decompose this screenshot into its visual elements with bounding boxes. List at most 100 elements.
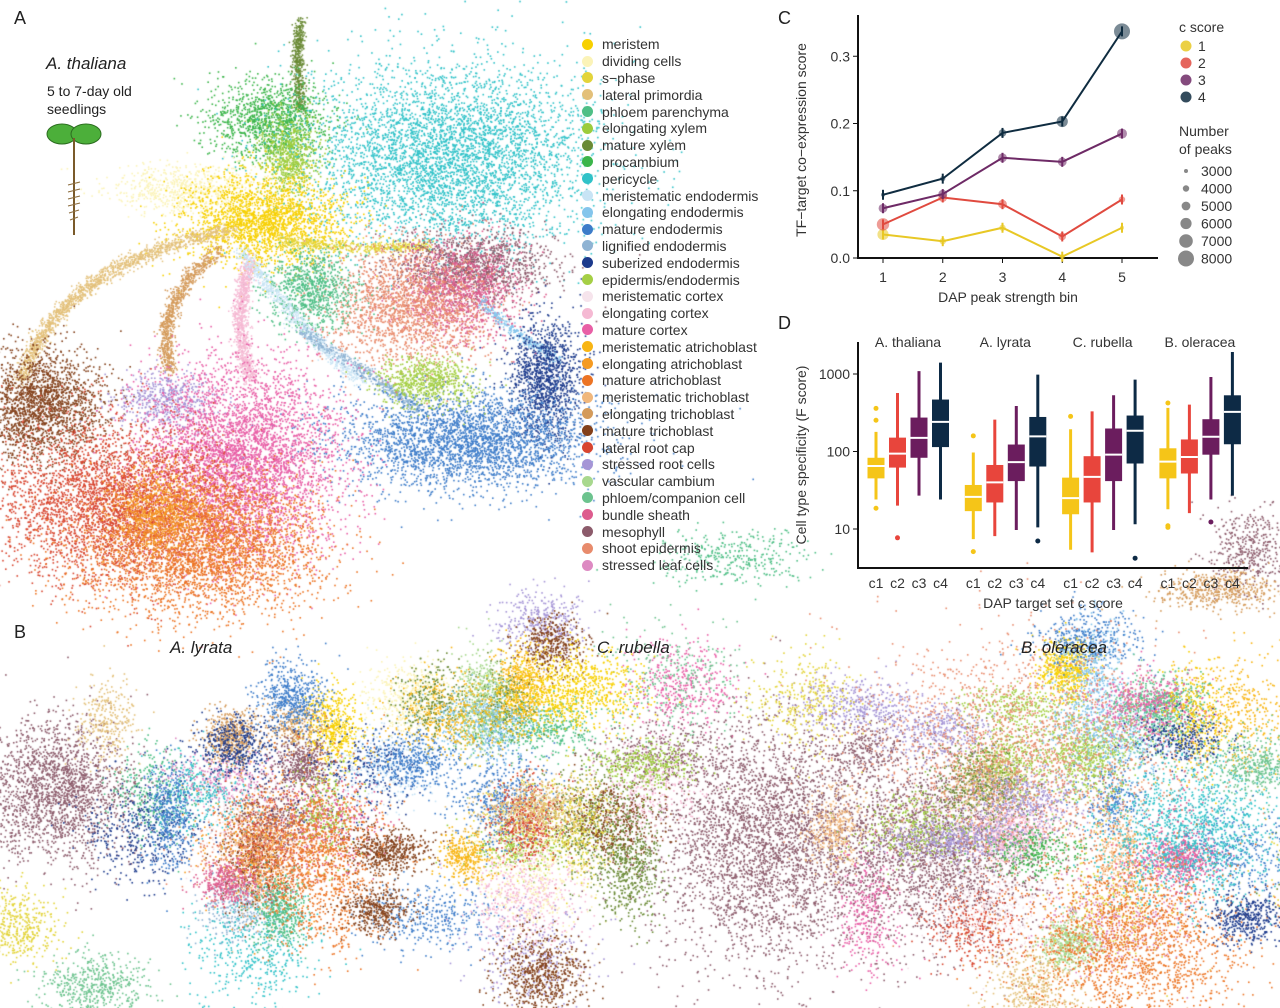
legend-swatch bbox=[582, 475, 593, 487]
legend-item: meristem bbox=[582, 36, 758, 53]
legend-label: vascular cambium bbox=[602, 473, 715, 490]
d-box bbox=[867, 457, 885, 479]
legend-swatch bbox=[582, 173, 593, 185]
d-x-tick-label: c4 bbox=[933, 575, 948, 591]
legend-label: meristematic atrichoblast bbox=[602, 338, 757, 355]
legend-item: mature trichoblast bbox=[582, 422, 758, 439]
legend-item: elongating xylem bbox=[582, 120, 758, 137]
legend-swatch bbox=[582, 240, 593, 252]
legend-item: lateral primordia bbox=[582, 86, 758, 103]
d-x-tick-label: c3 bbox=[1106, 575, 1121, 591]
legend-label: suberized endodermis bbox=[602, 254, 740, 271]
legend-item: vascular cambium bbox=[582, 473, 758, 490]
legend-label: shoot epidermis bbox=[602, 540, 701, 557]
legend-swatch bbox=[582, 55, 593, 67]
panel-b-species-rubella: C. rubella bbox=[597, 638, 670, 657]
legend-label: elongating trichoblast bbox=[602, 405, 735, 422]
legend-swatch bbox=[582, 274, 593, 286]
legend-swatch bbox=[582, 89, 593, 101]
d-box bbox=[1029, 416, 1047, 467]
panel-label-d: D bbox=[778, 313, 791, 333]
d-box bbox=[1083, 456, 1101, 503]
c-size-legend-swatch bbox=[1178, 250, 1194, 267]
c-series-line-4 bbox=[882, 30, 1123, 196]
legend-label: phloem parenchyma bbox=[602, 103, 729, 120]
c-size-legend-swatch bbox=[1182, 185, 1190, 192]
legend-swatch bbox=[582, 72, 593, 84]
c-x-tick-label: 2 bbox=[939, 269, 947, 285]
legend-label: mature cortex bbox=[602, 321, 688, 338]
c-size-legend-label: 6000 bbox=[1201, 216, 1232, 232]
legend-label: lignified endodermis bbox=[602, 237, 727, 254]
d-group-title: B. oleracea bbox=[1164, 334, 1235, 350]
d-x-tick-label: c2 bbox=[1085, 575, 1100, 591]
c-size-legend-swatch bbox=[1179, 234, 1193, 248]
c-y-tick-label: 0.3 bbox=[831, 48, 851, 64]
legend-item: phloem/companion cell bbox=[582, 490, 758, 507]
legend-label: elongating cortex bbox=[602, 305, 709, 322]
panel-b-species-oleracea: B. oleracea bbox=[1021, 638, 1107, 657]
legend-swatch bbox=[582, 156, 593, 168]
legend-swatch bbox=[582, 307, 593, 319]
legend-item: stressed leaf cells bbox=[582, 557, 758, 574]
c-legend-title: c score bbox=[1179, 19, 1224, 35]
legend-swatch bbox=[582, 223, 593, 235]
c-x-tick-label: 5 bbox=[1118, 269, 1126, 285]
legend-swatch bbox=[582, 391, 593, 403]
legend-label: lateral primordia bbox=[602, 86, 703, 103]
c-size-legend-label: 5000 bbox=[1201, 198, 1232, 214]
legend-item: mature cortex bbox=[582, 322, 758, 339]
legend-label: epidermis/endodermis bbox=[602, 271, 740, 288]
cell-type-legend: meristem dividing cells s−phase lateral pri… bbox=[582, 36, 758, 574]
d-outlier bbox=[970, 433, 976, 439]
legend-swatch bbox=[582, 458, 593, 470]
c-size-legend-label: 3000 bbox=[1201, 163, 1232, 179]
legend-label: mesophyll bbox=[602, 523, 666, 540]
legend-item: elongating cortex bbox=[582, 305, 758, 322]
legend-swatch bbox=[582, 341, 593, 353]
panel-a-subtitle-line2: seedlings bbox=[47, 101, 107, 117]
legend-swatch bbox=[582, 106, 593, 118]
c-y-tick-label: 0.0 bbox=[831, 250, 851, 266]
legend-swatch bbox=[582, 324, 593, 336]
legend-item: lateral root cap bbox=[582, 439, 758, 456]
d-x-tick-label: c1 bbox=[869, 575, 884, 591]
legend-swatch bbox=[582, 559, 593, 571]
panel-label-a: A bbox=[14, 8, 27, 28]
d-x-axis-label: DAP target set c score bbox=[983, 595, 1123, 611]
d-x-tick-label: c3 bbox=[1009, 575, 1024, 591]
legend-item: pericycle bbox=[582, 170, 758, 187]
d-group-title: A. thaliana bbox=[875, 334, 941, 350]
legend-label: pericycle bbox=[602, 170, 658, 187]
d-outlier bbox=[1068, 413, 1074, 419]
c-legend-label: 4 bbox=[1198, 89, 1206, 105]
c-y-axis-label: TF−target co−expression score bbox=[793, 43, 809, 237]
legend-item: s−phase bbox=[582, 70, 758, 87]
d-x-tick-label: c3 bbox=[912, 575, 927, 591]
c-x-tick-label: 3 bbox=[999, 269, 1007, 285]
legend-item: meristematic atrichoblast bbox=[582, 338, 758, 355]
d-y-axis-label: Cell type specificity (F score) bbox=[793, 366, 809, 545]
d-outlier bbox=[895, 535, 900, 541]
d-box bbox=[1062, 477, 1080, 515]
c-y-tick-label: 0.1 bbox=[831, 183, 851, 199]
legend-label: meristematic endodermis bbox=[602, 187, 759, 204]
d-x-tick-label: c1 bbox=[966, 575, 981, 591]
d-outlier bbox=[873, 505, 879, 511]
legend-swatch bbox=[582, 492, 593, 504]
d-outlier bbox=[1165, 524, 1171, 530]
c-legend-label: 3 bbox=[1198, 72, 1206, 88]
d-outlier bbox=[970, 549, 976, 555]
d-outlier bbox=[1208, 519, 1214, 525]
d-x-tick-label: c2 bbox=[987, 575, 1002, 591]
c-x-tick-label: 1 bbox=[879, 269, 887, 285]
d-x-tick-label: c4 bbox=[1128, 575, 1143, 591]
d-box bbox=[1223, 395, 1241, 445]
legend-item: epidermis/endodermis bbox=[582, 271, 758, 288]
legend-item: bundle sheath bbox=[582, 506, 758, 523]
legend-label: elongating xylem bbox=[602, 120, 708, 137]
legend-swatch bbox=[582, 257, 593, 269]
d-x-tick-label: c1 bbox=[1063, 575, 1078, 591]
legend-item: mature endodermis bbox=[582, 221, 758, 238]
